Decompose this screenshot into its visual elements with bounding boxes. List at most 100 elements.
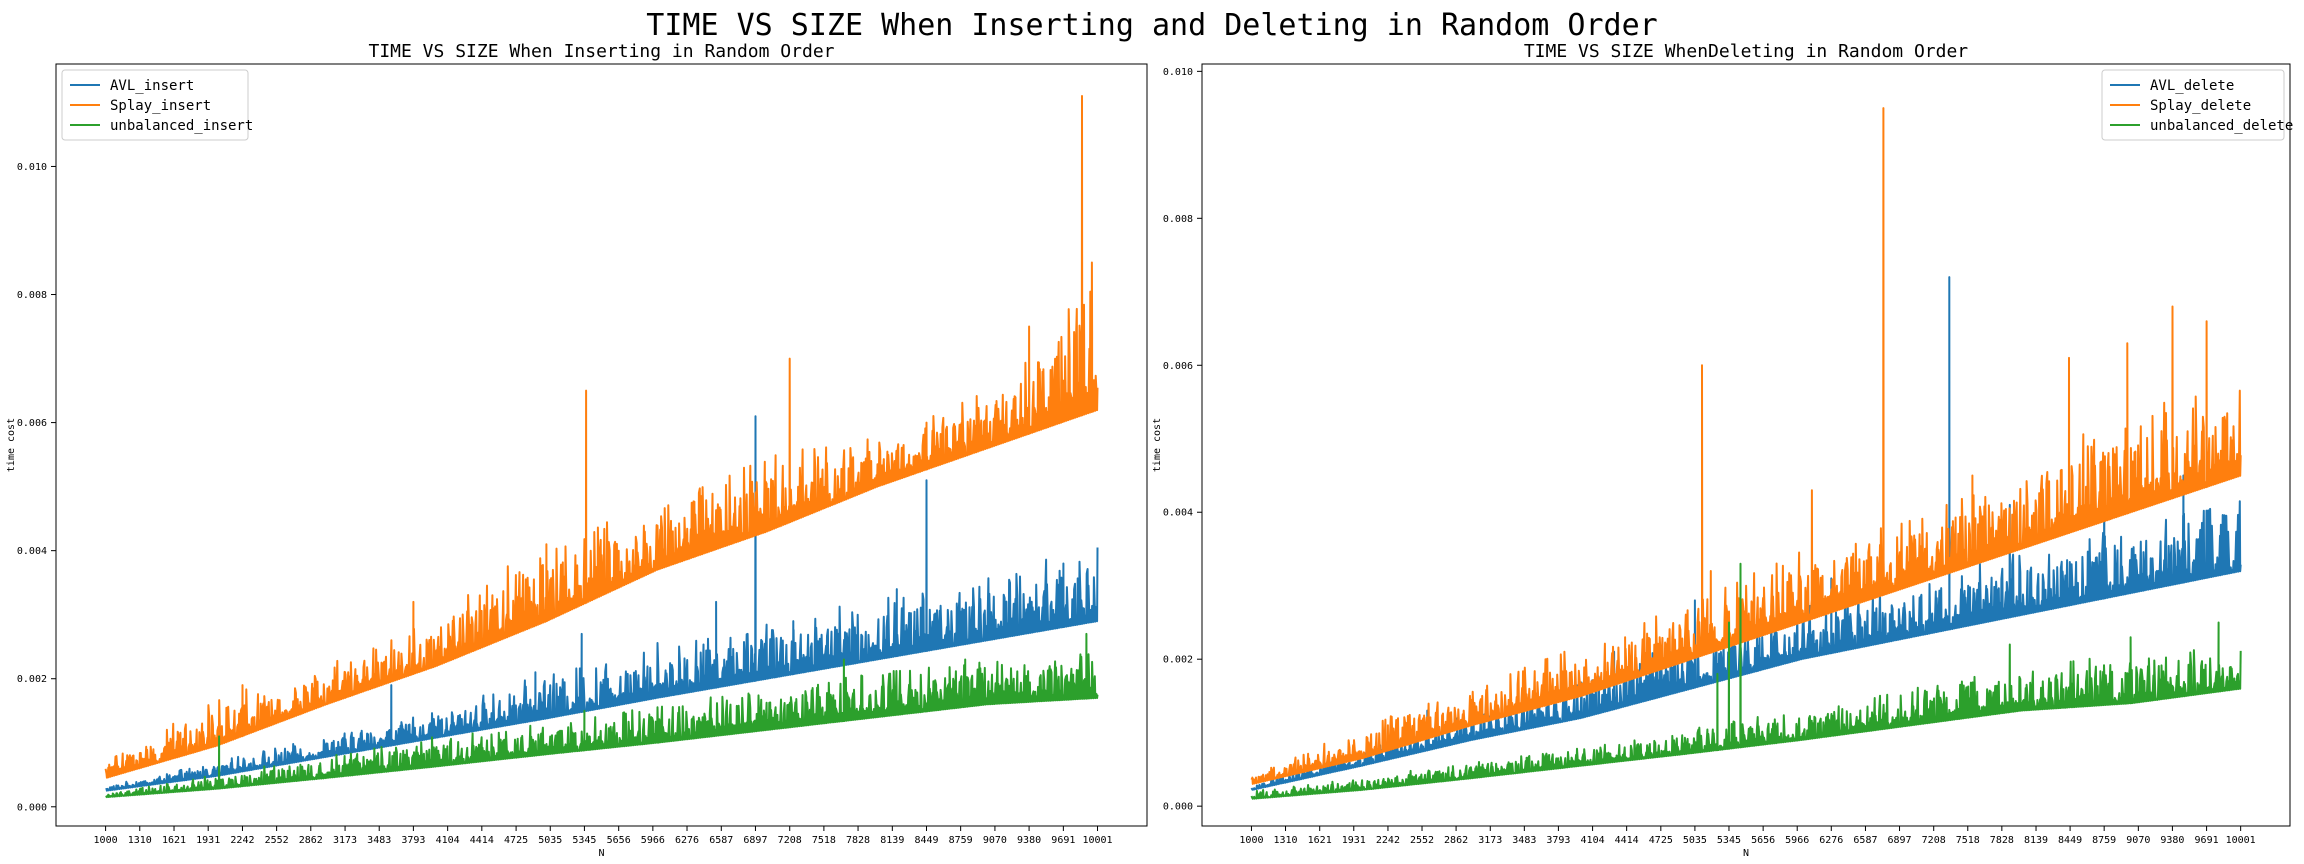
x-tick-label: 9691 — [2195, 835, 2219, 846]
chart-panel-2: TIME VS SIZE WhenDeleting in Random Orde… — [1152, 41, 2293, 859]
x-tick-label: 2242 — [1376, 835, 1400, 846]
x-tick-label: 3793 — [1546, 835, 1570, 846]
x-tick-label: 1931 — [1342, 835, 1366, 846]
series-line-AVL_delete — [1250, 276, 2242, 791]
x-tick-label: 9070 — [2126, 835, 2150, 846]
x-tick-label: 4104 — [1581, 835, 1605, 846]
x-axis-label: N — [1743, 848, 1749, 859]
x-tick-label: 7518 — [812, 835, 836, 846]
x-tick-label: 10001 — [1082, 835, 1112, 846]
x-tick-label: 7518 — [1956, 835, 1980, 846]
x-tick-label: 1310 — [128, 835, 152, 846]
x-tick-label: 4414 — [1615, 835, 1639, 846]
y-tick-label: 0.006 — [1163, 361, 1193, 372]
y-tick-label: 0.008 — [1163, 214, 1193, 225]
series-line-unbalanced_insert — [105, 632, 1099, 799]
y-tick-label: 0.000 — [1163, 802, 1193, 813]
legend-entry: AVL_delete — [2150, 78, 2234, 94]
x-tick-label: 3173 — [1478, 835, 1502, 846]
series-line-Splay_delete — [1250, 107, 2242, 785]
x-tick-label: 4725 — [504, 835, 528, 846]
legend-box — [61, 69, 249, 141]
figure-title: TIME VS SIZE When Inserting and Deleting… — [646, 8, 1658, 43]
series-line-unbalanced_delete — [1250, 562, 2242, 800]
x-tick-label: 5035 — [1683, 835, 1707, 846]
x-tick-label: 7828 — [846, 835, 870, 846]
x-tick-label: 1000 — [94, 835, 118, 846]
y-axis-label: time cost — [1152, 418, 1163, 472]
legend-entry: unbalanced_delete — [2150, 118, 2293, 134]
y-tick-label: 0.002 — [17, 674, 47, 685]
x-tick-label: 6587 — [1853, 835, 1877, 846]
y-tick-label: 0.004 — [1163, 508, 1193, 519]
plot-area-frame — [1201, 63, 2291, 827]
legend: AVL_insert Splay_insert unbalanced_insert — [61, 69, 253, 141]
x-tick-label: 5035 — [538, 835, 562, 846]
x-tick-label: 9070 — [983, 835, 1007, 846]
chart-title: TIME VS SIZE WhenDeleting in Random Orde… — [1524, 41, 1968, 62]
y-tick-label: 0.010 — [1163, 67, 1193, 78]
x-tick-label: 5656 — [607, 835, 631, 846]
x-tick-label: 8449 — [914, 835, 938, 846]
y-tick-label: 0.006 — [17, 418, 47, 429]
x-tick-label: 3793 — [401, 835, 425, 846]
y-tick-label: 0.000 — [17, 802, 47, 813]
legend-entry: AVL_insert — [110, 78, 194, 94]
x-tick-label: 3483 — [1512, 835, 1536, 846]
x-tick-label: 1621 — [162, 835, 186, 846]
x-tick-label: 4725 — [1649, 835, 1673, 846]
x-tick-label: 2242 — [230, 835, 254, 846]
x-tick-label: 3173 — [333, 835, 357, 846]
y-tick-label: 0.002 — [1163, 655, 1193, 666]
x-tick-label: 10001 — [2226, 835, 2256, 846]
chart-panel-1: TIME VS SIZE When Inserting in Random Or… — [6, 41, 1148, 859]
x-tick-label: 9380 — [1017, 835, 1041, 846]
x-tick-label: 8759 — [949, 835, 973, 846]
x-tick-label: 6276 — [1819, 835, 1843, 846]
y-tick-label: 0.008 — [17, 290, 47, 301]
x-tick-label: 8139 — [880, 835, 904, 846]
x-tick-label: 5345 — [572, 835, 596, 846]
x-tick-label: 7208 — [1922, 835, 1946, 846]
x-tick-label: 4414 — [470, 835, 494, 846]
chart-title: TIME VS SIZE When Inserting in Random Or… — [369, 41, 835, 62]
x-tick-label: 5966 — [1785, 835, 1809, 846]
x-tick-label: 7828 — [1990, 835, 2014, 846]
legend-entry: Splay_delete — [2150, 98, 2251, 114]
series-line-AVL_insert — [105, 415, 1099, 792]
x-tick-label: 5966 — [641, 835, 665, 846]
legend-entry: unbalanced_insert — [110, 118, 253, 134]
plot-area-frame — [55, 63, 1148, 827]
x-tick-label: 1310 — [1273, 835, 1297, 846]
x-tick-label: 9691 — [1051, 835, 1075, 846]
y-axis-label: time cost — [6, 418, 17, 472]
x-tick-label: 6276 — [675, 835, 699, 846]
x-tick-label: 1000 — [1239, 835, 1263, 846]
legend: AVL_delete Splay_delete unbalanced_delete — [2101, 69, 2293, 141]
x-tick-label: 2862 — [299, 835, 323, 846]
x-tick-label: 6897 — [743, 835, 767, 846]
series-line-Splay_insert — [104, 95, 1099, 779]
y-tick-label: 0.004 — [17, 546, 47, 557]
x-tick-label: 5345 — [1717, 835, 1741, 846]
x-tick-label: 6897 — [1887, 835, 1911, 846]
legend-box — [2101, 69, 2285, 141]
legend-entry: Splay_insert — [110, 98, 211, 114]
x-axis-label: N — [598, 848, 604, 859]
x-tick-label: 8139 — [2024, 835, 2048, 846]
x-tick-label: 3483 — [367, 835, 391, 846]
x-tick-label: 7208 — [778, 835, 802, 846]
x-tick-label: 8449 — [2058, 835, 2082, 846]
x-tick-label: 2552 — [265, 835, 289, 846]
x-tick-label: 2862 — [1444, 835, 1468, 846]
x-tick-label: 2552 — [1410, 835, 1434, 846]
x-tick-label: 9380 — [2160, 835, 2184, 846]
x-tick-label: 1931 — [196, 835, 220, 846]
x-tick-label: 5656 — [1751, 835, 1775, 846]
x-tick-label: 4104 — [436, 835, 460, 846]
y-tick-label: 0.010 — [17, 162, 47, 173]
x-tick-label: 6587 — [709, 835, 733, 846]
x-tick-label: 8759 — [2092, 835, 2116, 846]
x-tick-label: 1621 — [1308, 835, 1332, 846]
